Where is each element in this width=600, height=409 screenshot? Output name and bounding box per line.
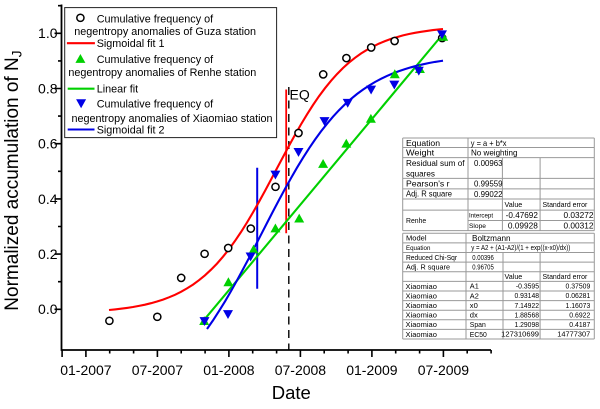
svg-text:dx: dx <box>470 311 478 320</box>
svg-text:EC50: EC50 <box>470 330 487 339</box>
svg-text:01-2008: 01-2008 <box>203 362 255 378</box>
svg-text:127310699: 127310699 <box>501 332 539 339</box>
svg-text:07-2009: 07-2009 <box>418 362 470 378</box>
svg-text:0.6922: 0.6922 <box>569 312 590 319</box>
svg-text:0.99022: 0.99022 <box>474 190 503 199</box>
svg-text:Date: Date <box>272 382 311 403</box>
svg-text:0.00396: 0.00396 <box>472 255 494 262</box>
svg-text:0.2: 0.2 <box>38 246 58 262</box>
svg-text:0.96705: 0.96705 <box>472 264 494 271</box>
svg-text:Boltzmann: Boltzmann <box>472 234 511 243</box>
svg-text:negentropy anomalies of Xiaomi: negentropy anomalies of Xiaomiao station <box>72 113 273 125</box>
svg-text:Renhe: Renhe <box>406 216 426 225</box>
svg-text:Reduced Chi-Sqr: Reduced Chi-Sqr <box>406 255 458 262</box>
svg-text:-0.47692: -0.47692 <box>506 211 539 220</box>
svg-text:Pearson's r: Pearson's r <box>406 179 450 189</box>
svg-text:Adj. R square: Adj. R square <box>406 190 453 199</box>
svg-text:y = a + b*x: y = a + b*x <box>471 138 507 148</box>
svg-text:14777307: 14777307 <box>557 332 590 339</box>
svg-text:Equation: Equation <box>406 245 431 252</box>
svg-text:Xiaomiao: Xiaomiao <box>406 311 437 320</box>
svg-text:01-2007: 01-2007 <box>60 362 112 378</box>
svg-text:1.29098: 1.29098 <box>515 322 540 329</box>
svg-text:Xiaomiao: Xiaomiao <box>406 282 437 291</box>
svg-text:Xiaomiao: Xiaomiao <box>406 330 437 339</box>
svg-text:Intercept: Intercept <box>469 213 493 220</box>
svg-text:x0: x0 <box>470 301 478 310</box>
svg-text:0.4: 0.4 <box>38 191 58 207</box>
svg-text:07-2008: 07-2008 <box>275 362 327 378</box>
svg-text:Xiaomiao: Xiaomiao <box>406 291 437 300</box>
svg-text:0.8: 0.8 <box>38 80 58 96</box>
svg-text:Cumulative frequency of: Cumulative frequency of <box>97 54 214 66</box>
svg-text:0.4187: 0.4187 <box>569 322 590 329</box>
svg-text:Value: Value <box>505 272 523 281</box>
svg-text:0.0: 0.0 <box>38 301 58 317</box>
svg-text:0.00312: 0.00312 <box>564 222 595 231</box>
svg-text:0.6: 0.6 <box>38 136 58 152</box>
svg-text:A2: A2 <box>470 291 479 300</box>
svg-text:-0.3595: -0.3595 <box>516 284 539 291</box>
svg-text:1.88568: 1.88568 <box>515 312 540 319</box>
svg-text:Standard error: Standard error <box>543 272 588 281</box>
svg-text:Slope: Slope <box>469 223 486 230</box>
svg-text:Sigmoidal fit 2: Sigmoidal fit 2 <box>97 125 165 137</box>
svg-text:negentropy anomalies of Renhe: negentropy anomalies of Renhe station <box>68 67 256 79</box>
svg-text:Standard error: Standard error <box>543 200 588 209</box>
svg-text:01-2009: 01-2009 <box>346 362 398 378</box>
svg-text:0.09928: 0.09928 <box>508 222 539 231</box>
svg-text:0.99559: 0.99559 <box>474 180 503 189</box>
svg-text:Normalized accumulation of NJ: Normalized accumulation of NJ <box>2 50 25 310</box>
svg-text:Weight: Weight <box>406 148 435 158</box>
svg-text:0.06281: 0.06281 <box>566 293 591 300</box>
svg-text:Sigmoidal fit 1: Sigmoidal fit 1 <box>97 38 165 50</box>
svg-text:07-2007: 07-2007 <box>132 362 184 378</box>
svg-text:squares: squares <box>406 168 436 178</box>
svg-text:0.37509: 0.37509 <box>566 284 591 291</box>
svg-text:1.16073: 1.16073 <box>566 303 591 310</box>
svg-text:Xiaomiao: Xiaomiao <box>406 320 437 329</box>
svg-text:Linear fit: Linear fit <box>97 84 138 96</box>
svg-text:negentropy anomalies of Guza s: negentropy anomalies of Guza station <box>74 26 256 38</box>
svg-text:0.93148: 0.93148 <box>515 293 540 300</box>
svg-text:Span: Span <box>470 320 486 329</box>
svg-text:1.0: 1.0 <box>38 25 58 41</box>
svg-text:No weighting: No weighting <box>471 148 518 158</box>
svg-text:y = A2 + (A1-A2)/(1 + exp((x-x: y = A2 + (A1-A2)/(1 + exp((x-x0)/dx)) <box>471 245 570 252</box>
svg-text:Cumulative frequency of: Cumulative frequency of <box>97 98 214 110</box>
svg-text:Model: Model <box>406 234 427 243</box>
svg-text:0.03272: 0.03272 <box>564 211 595 220</box>
svg-text:Equation: Equation <box>406 138 440 148</box>
svg-text:Residual sum of: Residual sum of <box>406 158 465 168</box>
svg-text:EQ: EQ <box>290 87 310 103</box>
svg-text:Value: Value <box>505 200 523 209</box>
svg-text:0.00963: 0.00963 <box>474 159 503 168</box>
svg-text:A1: A1 <box>470 282 479 291</box>
svg-text:Xiaomiao: Xiaomiao <box>406 301 437 310</box>
svg-text:Cumulative frequency of: Cumulative frequency of <box>97 13 214 25</box>
svg-text:Adj. R square: Adj. R square <box>406 264 450 271</box>
svg-text:7.14922: 7.14922 <box>515 303 540 310</box>
